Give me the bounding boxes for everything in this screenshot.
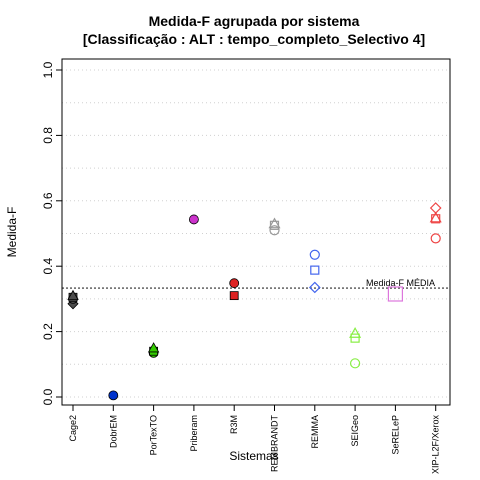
y-tick-label: 0.4: [41, 258, 55, 275]
data-point-triangle: [67, 289, 79, 301]
reference-line-group: Medida-F MÉDIA: [62, 278, 450, 290]
data-point-square: [229, 291, 239, 301]
data-point-triangle: [268, 217, 281, 229]
y-tick-label: 0.8: [41, 127, 55, 144]
data-point-circle: [229, 278, 240, 289]
data-point-circle: [269, 225, 280, 236]
y-tick-label: 0.0: [41, 388, 55, 405]
data-point-square-large: [387, 286, 403, 302]
y-axis-label: Medida-F: [5, 207, 19, 258]
x-tick-label: Priberam: [189, 415, 199, 452]
y-tick-label: 0.6: [41, 192, 55, 209]
data-points: [67, 202, 442, 401]
data-point-square: [350, 333, 360, 343]
x-tick-label: SEIGeo: [350, 415, 360, 447]
data-point-circle: [350, 358, 361, 369]
x-tick-label: SeRELeP: [390, 415, 400, 455]
x-tick-label: PorTexTO: [149, 415, 159, 455]
plot-frame: [61, 58, 451, 406]
y-tick-label: 0.2: [41, 323, 55, 340]
grid-lines: [62, 69, 450, 398]
x-tick-label: DobrEM: [108, 415, 118, 448]
data-point-circle: [108, 390, 119, 401]
y-tick-label: 1.0: [41, 61, 55, 78]
data-point-diamond: [429, 202, 442, 214]
data-point-square: [310, 265, 320, 275]
data-point-circle: [309, 249, 320, 260]
average-reference-label: Medida-F MÉDIA: [366, 278, 435, 288]
x-tick-label: REMMA: [310, 415, 320, 449]
x-tick-label: R3M: [229, 415, 239, 434]
x-axis-label: Sistemas: [229, 449, 278, 463]
data-point-diamond: [308, 281, 321, 294]
axes: 0.0 0.2 0.4 0.6 0.8 1.0 Cage2 DobrEM PorTexTO Pri…: [41, 61, 441, 474]
data-point-triangle: [349, 326, 362, 338]
x-tick-label: Cage2: [68, 415, 78, 442]
data-point-triangle: [147, 342, 160, 353]
data-point-circle: [188, 214, 199, 225]
data-point-circle: [430, 233, 441, 244]
x-tick-label: REMBRANDT: [270, 415, 280, 473]
data-point-triangle: [429, 211, 442, 223]
x-tick-label: XIP-L2F/Xerox: [431, 415, 441, 475]
chart-title: Medida-F agrupada por sistema: [149, 13, 360, 29]
chart-subtitle: [Classificação : ALT : tempo_completo_Se…: [83, 31, 425, 47]
